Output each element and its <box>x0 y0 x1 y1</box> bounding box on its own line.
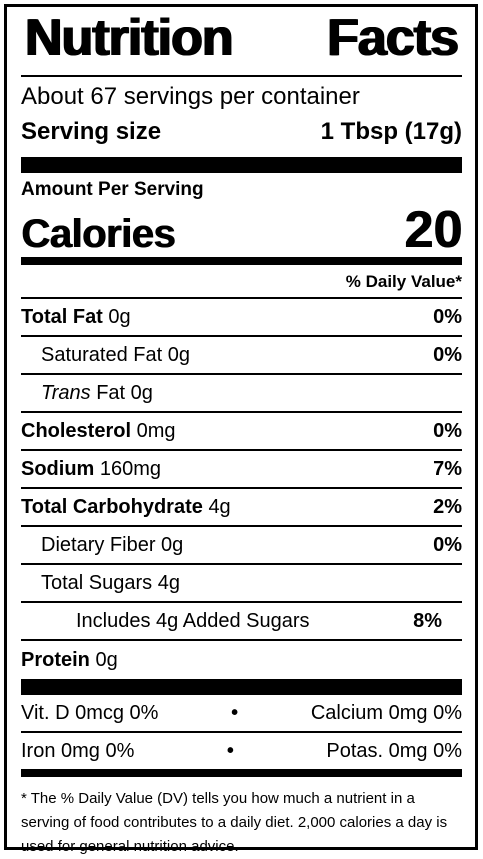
medium-divider <box>21 257 462 265</box>
serving-size-value: 1 Tbsp (17g) <box>320 118 462 145</box>
divider <box>21 731 462 733</box>
nutrient-amount: 4g <box>157 571 180 594</box>
servings-per-container: About 67 servings per container <box>21 83 360 110</box>
bullet-separator: • <box>231 701 239 724</box>
thick-divider <box>21 679 462 695</box>
nutrient-row-added-sugars: Includes 4g Added Sugars 8% <box>21 603 462 641</box>
nutrient-row-total-carbohydrate: Total Carbohydrate 4g 2% <box>21 489 462 527</box>
nutrient-dv: 0% <box>433 419 462 442</box>
calories-value: 20 <box>404 201 462 259</box>
nutrient-label: Total Fat <box>21 305 103 328</box>
calcium: Calcium 0mg 0% <box>310 701 462 724</box>
nutrient-label: Total Carbohydrate <box>21 495 203 518</box>
nutrient-dv: 8% <box>413 609 442 632</box>
vitamin-d: Vit. D 0mcg 0% <box>21 701 159 724</box>
divider <box>21 297 462 299</box>
calories-row: Calories 20 <box>21 199 462 257</box>
label-title: Nutrition Facts <box>21 7 462 75</box>
nutrient-row-saturated-fat: Saturated Fat 0g 0% <box>21 337 462 375</box>
divider <box>21 75 462 77</box>
nutrient-dv: 0% <box>433 533 462 556</box>
bullet-separator: • <box>226 739 234 762</box>
nutrient-label: Total Sugars <box>41 571 153 594</box>
nutrient-row-total-sugars: Total Sugars 4g <box>21 565 462 603</box>
nutrient-amount: 0g <box>167 343 190 366</box>
nutrient-row-trans-fat: Trans Fat 0g <box>21 375 462 413</box>
nutrient-label: Cholesterol <box>21 419 132 442</box>
nutrient-amount: 0g <box>161 533 184 556</box>
nutrient-amount: 0g <box>108 305 131 328</box>
daily-value-footnote: * The % Daily Value (DV) tells you how m… <box>21 790 448 855</box>
nutrient-dv: 0% <box>433 305 462 328</box>
nutrient-dv: 0% <box>433 343 462 366</box>
nutrient-label: Fat <box>96 381 126 404</box>
medium-divider <box>21 769 462 777</box>
nutrient-row-dietary-fiber: Dietary Fiber 0g 0% <box>21 527 462 565</box>
nutrient-label: Dietary Fiber <box>41 533 156 556</box>
potassium: Potas. 0mg 0% <box>326 739 462 762</box>
title-right: Facts <box>327 9 459 67</box>
nutrient-label-italic: Trans <box>41 381 91 404</box>
nutrient-dv: 7% <box>433 457 462 480</box>
nutrient-row-sodium: Sodium 160mg 7% <box>21 451 462 489</box>
nutrient-label: Saturated Fat <box>41 343 163 366</box>
serving-size-row: Serving size 1 Tbsp (17g) <box>21 115 462 157</box>
nutrient-amount: 0mg <box>136 419 176 442</box>
nutrient-row-protein: Protein 0g <box>21 641 462 679</box>
nutrient-label: Protein <box>21 648 90 671</box>
nutrient-amount: 160mg <box>99 457 162 480</box>
micro-row-iron-potassium: Iron 0mg 0% • Potas. 0mg 0% <box>21 733 462 769</box>
title-left: Nutrition <box>25 9 234 67</box>
nutrient-amount: 4g <box>208 495 231 518</box>
nutrient-row-total-fat: Total Fat 0g 0% <box>21 299 462 337</box>
nutrition-facts-label: Nutrition Facts About 67 servings per co… <box>4 4 478 855</box>
nutrient-label: Includes 4g Added Sugars <box>76 609 310 632</box>
nutrient-label: Sodium <box>21 457 95 480</box>
nutrient-dv: 2% <box>433 495 462 518</box>
nutrient-amount: 0g <box>130 381 153 404</box>
thick-divider <box>21 157 462 173</box>
nutrient-row-cholesterol: Cholesterol 0mg 0% <box>21 413 462 451</box>
amount-per-serving: Amount Per Serving <box>21 179 204 200</box>
nutrient-amount: 0g <box>95 648 118 671</box>
micro-row-vitd-calcium: Vit. D 0mcg 0% • Calcium 0mg 0% <box>21 695 462 731</box>
serving-size-label: Serving size <box>21 118 162 145</box>
iron: Iron 0mg 0% <box>21 739 135 762</box>
calories-label: Calories <box>21 212 175 256</box>
daily-value-header: % Daily Value* <box>345 272 462 291</box>
